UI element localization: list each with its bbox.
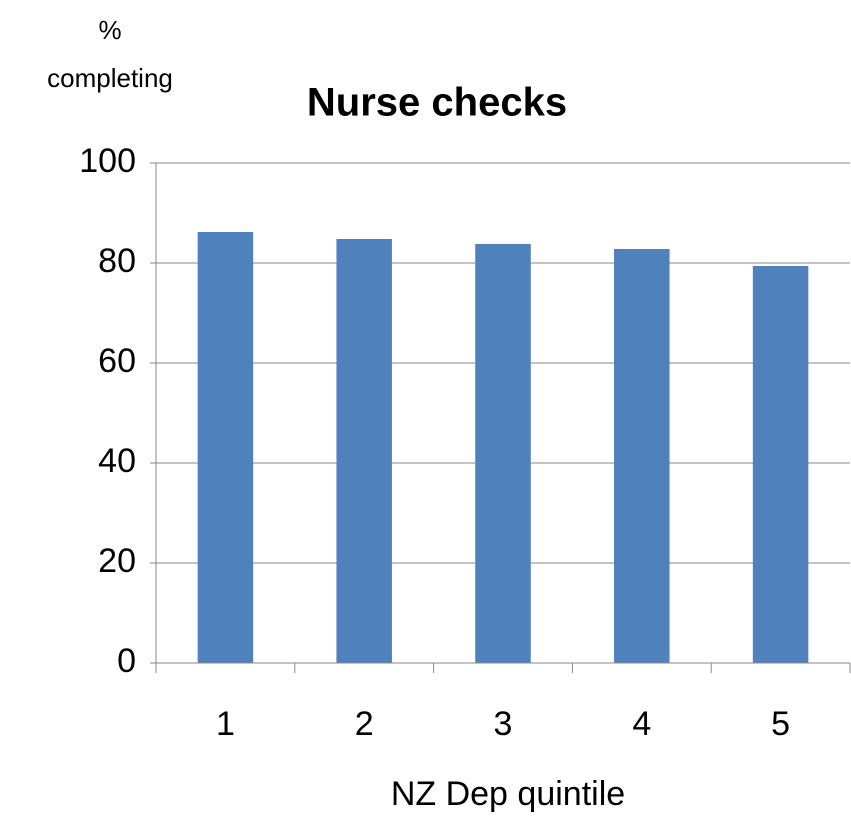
y-tick-label: 40 — [98, 442, 136, 480]
x-tick-label: 4 — [632, 705, 651, 743]
bar — [475, 244, 531, 663]
chart-title: Nurse checks — [307, 81, 567, 125]
bar — [752, 266, 809, 663]
y-tick-label: 80 — [98, 242, 136, 280]
x-axis-label: NZ Dep quintile — [391, 775, 625, 813]
bar — [336, 239, 392, 663]
x-tick-label: 5 — [771, 705, 790, 743]
y-axis-label: % — [98, 15, 121, 45]
y-tick-label: 60 — [98, 342, 136, 380]
x-tick-label: 1 — [216, 705, 235, 743]
y-tick-label: 100 — [79, 142, 136, 180]
y-tick-label: 0 — [117, 642, 136, 680]
y-axis-label: completing — [47, 63, 173, 93]
bar — [614, 249, 670, 663]
y-tick-label: 20 — [98, 542, 136, 580]
x-tick-label: 3 — [494, 705, 513, 743]
bar — [197, 232, 254, 663]
x-tick-label: 2 — [355, 705, 374, 743]
